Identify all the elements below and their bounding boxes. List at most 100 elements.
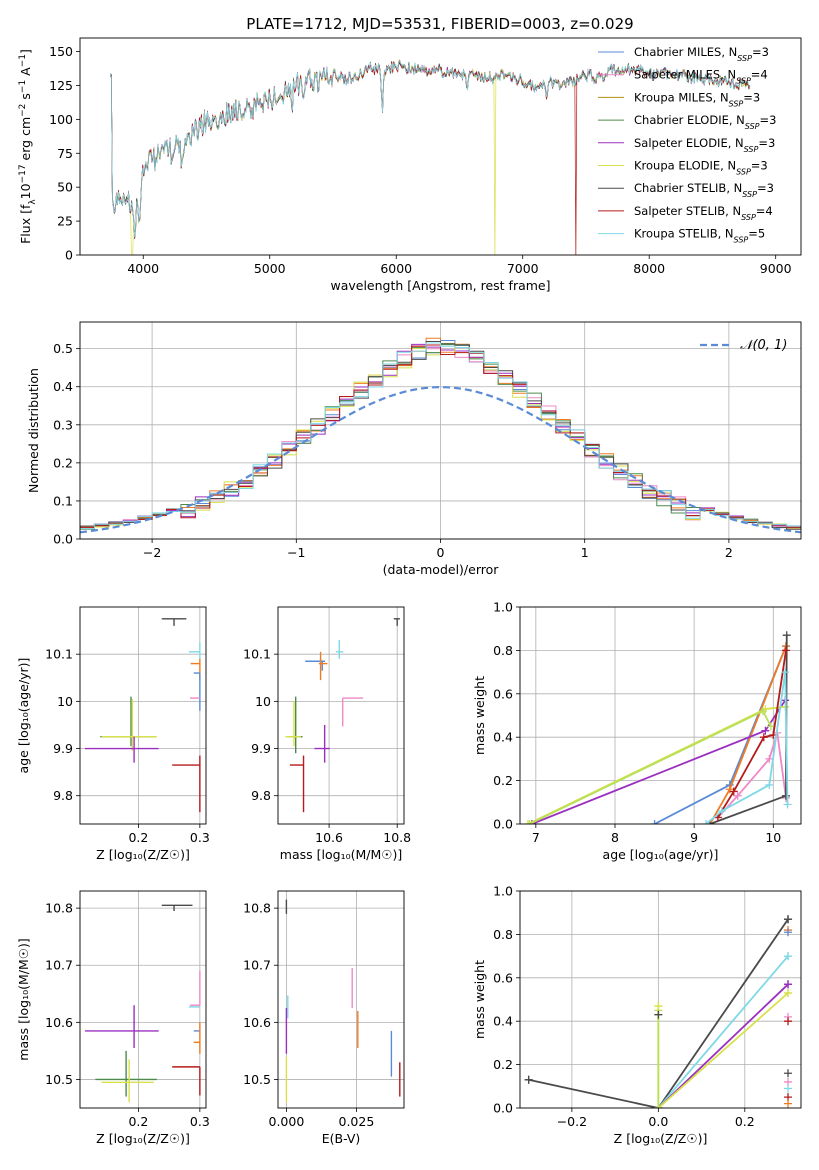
- point-marker: [782, 631, 791, 640]
- x-tick-label: 2: [725, 545, 733, 560]
- weight_vs_Z-plot-area: [524, 915, 793, 1108]
- legend-item: Chabrier MILES, NSSP=3: [598, 45, 769, 63]
- y-tick-label: 10.7: [45, 958, 73, 973]
- ylabel-part: Flux [f: [18, 204, 33, 244]
- y-tick-label: 0.2: [53, 455, 73, 470]
- data-point: [84, 1005, 159, 1049]
- legend-n: =3: [758, 136, 775, 150]
- age_vs_Z-frame: [79, 606, 207, 825]
- data-point: [190, 658, 201, 681]
- x-tick-label: 10.6: [315, 830, 343, 845]
- point-marker: [766, 722, 775, 731]
- y-tick-label: 10.6: [45, 1015, 73, 1030]
- ylabel-part: −1: [18, 54, 28, 67]
- data-point: [101, 698, 157, 751]
- y-tick-label: 0.1: [53, 493, 73, 508]
- ylabel-part: −1: [18, 80, 28, 93]
- x-tick-label: 0.025: [339, 1114, 375, 1129]
- series-line: [528, 918, 789, 1108]
- legend-n: =3: [751, 159, 768, 173]
- mass_vs_Z-frame: [79, 890, 207, 1109]
- figure-title: PLATE=1712, MJD=53531, FIBERID=0003, z=0…: [246, 15, 633, 33]
- spectrum-plot-area: [110, 59, 751, 255]
- legend-name: Salpeter STELIB, N: [634, 204, 741, 218]
- ylabel-part: 10: [18, 183, 33, 199]
- y-tick-label: 9.8: [251, 788, 271, 803]
- x-tick-label: 6000: [380, 261, 412, 276]
- legend-label: Kroupa STELIB, NSSP=5: [634, 227, 765, 245]
- residuals-xlabel: (data-model)/error: [383, 562, 500, 577]
- weight_vs_age-panel: 7 8 9 10 0.0 0.2 0.4 0.6 0.8 1.0 age [log₁₀(age/yr…: [493, 600, 802, 862]
- data-point: [289, 755, 305, 813]
- mass_vs_Z-plot-area: [84, 904, 201, 1103]
- residuals-plot-area: [80, 337, 801, 534]
- legend-sub: SSP: [734, 235, 749, 244]
- point-marker: [729, 787, 738, 796]
- legend-sub: SSP: [729, 99, 744, 108]
- data-point: [172, 1066, 201, 1096]
- histogram-series: [80, 344, 801, 528]
- data-point: [285, 701, 301, 747]
- point-marker: [761, 726, 770, 735]
- legend-name: Chabrier ELODIE, N: [634, 113, 745, 127]
- mass_vs_Z-ylabel: mass [log₁₀(M/M☉)]: [16, 938, 31, 1060]
- weight_vs_age-ylabel: mass weight: [472, 676, 487, 755]
- point-marker: [650, 820, 659, 824]
- ylabel-part: A: [18, 67, 33, 80]
- point-marker: [524, 1075, 533, 1084]
- y-tick-label: 50: [57, 180, 73, 195]
- y-tick-label: 10.6: [243, 1015, 271, 1030]
- y-tick-label: 150: [49, 44, 73, 59]
- series-line: [657, 955, 789, 1108]
- weight_vs_Z-panel: −0.2 0.0 0.2 0.0 0.2 0.4 0.6 0.8 1.0 Z [log₁₀(Z/Z…: [493, 884, 802, 1146]
- legend-n: =3: [752, 45, 769, 59]
- x-tick-label: 4000: [127, 261, 159, 276]
- data-point: [84, 736, 159, 763]
- y-tick-label: 75: [57, 146, 73, 161]
- point-marker: [784, 1069, 793, 1078]
- residuals-panel: −2 −1 0 1 2 0.0 0.1 0.2 0.3 0.4 0.5 (data-model)/er…: [53, 321, 802, 577]
- gaussian-curve: [80, 386, 801, 534]
- point-marker: [784, 1017, 793, 1026]
- data-point: [305, 660, 325, 671]
- x-tick-label: 1: [581, 545, 589, 560]
- point-marker: [654, 1002, 663, 1011]
- point-marker: [717, 806, 726, 815]
- x-tick-label: 5000: [254, 261, 286, 276]
- y-tick-label: 9.8: [53, 788, 73, 803]
- point-marker: [781, 668, 790, 677]
- y-tick-label: 0.0: [493, 817, 513, 832]
- y-tick-label: 1.0: [493, 884, 513, 899]
- legend-label: 𝒩(0, 1): [740, 338, 787, 353]
- y-tick-label: 10: [57, 694, 73, 709]
- legend-name: Chabrier STELIB, N: [634, 181, 742, 195]
- legend-label: Salpeter ELODIE, NSSP=3: [634, 136, 775, 154]
- y-tick-label: 10.1: [45, 647, 73, 662]
- point-marker: [784, 1099, 793, 1108]
- weight_vs_age-frame: [519, 606, 802, 825]
- legend-n: =3: [757, 181, 774, 195]
- weight_vs_Z-ylabel: mass weight: [472, 960, 487, 1039]
- point-marker: [784, 928, 793, 937]
- point-marker: [781, 646, 790, 655]
- y-tick-label: 10.8: [45, 901, 73, 916]
- x-tick-label: 10.8: [383, 830, 411, 845]
- data-point: [100, 696, 156, 747]
- point-marker: [783, 800, 792, 809]
- x-tick-label: 9: [690, 830, 698, 845]
- legend-item: Salpeter STELIB, NSSP=4: [598, 204, 773, 222]
- data-point: [335, 640, 344, 659]
- legend-item: Kroupa ELODIE, NSSP=3: [598, 159, 768, 176]
- data-point: [95, 1050, 157, 1097]
- legend-label: Chabrier MILES, NSSP=3: [634, 45, 769, 63]
- y-tick-label: 100: [49, 112, 73, 127]
- y-tick-label: 0.4: [53, 379, 73, 394]
- point-marker: [784, 980, 793, 989]
- weight_vs_Z-xlabel: Z [log₁₀(Z/Z☉)]: [614, 1131, 708, 1146]
- legend-label: Salpeter STELIB, NSSP=4: [634, 204, 773, 222]
- x-tick-label: 8: [611, 830, 619, 845]
- x-tick-label: 10: [765, 830, 781, 845]
- x-tick-label: 0.3: [190, 830, 210, 845]
- y-tick-label: 9.9: [251, 741, 271, 756]
